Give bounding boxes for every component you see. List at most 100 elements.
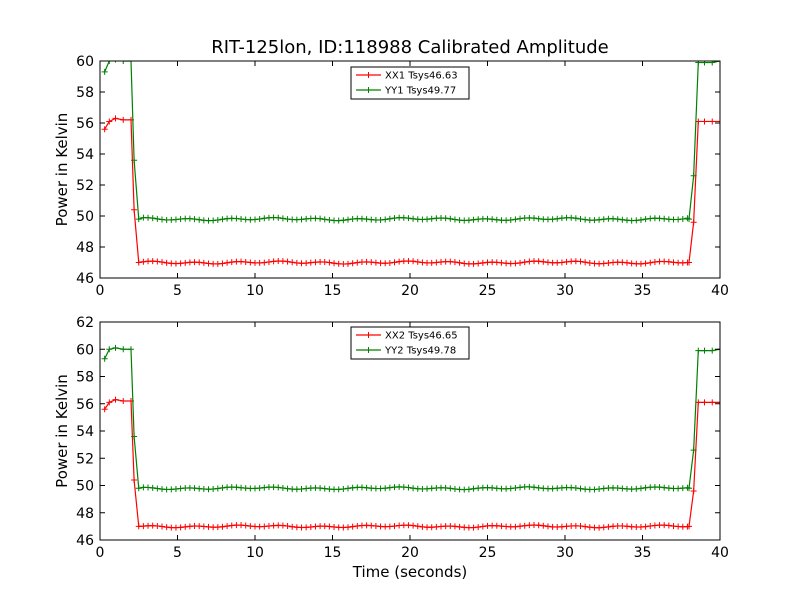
data-point	[275, 214, 282, 221]
x-tick-label: 20	[401, 283, 419, 299]
x-tick-label: 30	[556, 545, 574, 561]
data-point	[405, 484, 412, 491]
data-point	[405, 215, 412, 222]
data-point	[112, 115, 119, 122]
data-point	[582, 523, 589, 530]
data-point	[447, 215, 454, 222]
data-point	[135, 216, 142, 223]
data-point	[177, 524, 184, 531]
data-point	[410, 485, 417, 492]
data-point	[690, 447, 697, 454]
data-point	[451, 523, 458, 530]
data-point	[701, 399, 708, 406]
data-point	[172, 216, 179, 223]
data-point	[637, 485, 644, 492]
y-tick-label: 50	[76, 209, 94, 225]
data-point	[289, 259, 296, 266]
data-point	[128, 346, 134, 353]
data-point	[679, 215, 686, 222]
y-tick-label: 54	[76, 424, 94, 440]
data-point	[717, 399, 720, 406]
y-tick-label: 54	[76, 147, 94, 163]
data-point	[554, 215, 561, 222]
data-point	[642, 216, 649, 223]
data-point	[196, 259, 203, 266]
data-point	[382, 216, 389, 223]
data-point	[451, 216, 458, 223]
data-point	[442, 215, 449, 222]
bottom-panel: 0 5 10 15 20 25 30 35 40 46 48 50 52 54 56 58 60 62 Power …	[53, 315, 729, 561]
data-point	[396, 258, 403, 265]
data-point	[577, 215, 584, 222]
y-tick-label: 52	[76, 451, 94, 467]
data-point	[690, 219, 697, 226]
y-tick-label: 50	[76, 479, 94, 495]
data-point	[261, 215, 268, 222]
x-tick-label: 0	[96, 283, 105, 299]
data-point	[261, 259, 268, 266]
y-axis-label: Power in Kelvin	[53, 374, 71, 488]
data-point	[112, 344, 119, 351]
data-point	[709, 399, 716, 406]
data-point	[695, 61, 702, 66]
data-point	[647, 259, 654, 266]
data-point	[637, 216, 644, 223]
y-tick-label: 48	[76, 506, 94, 522]
top-panel: 0 5 10 15 20 25 30 35 40 46 48 50 52 54 56 58 60 Power in…	[53, 54, 729, 299]
data-point	[340, 485, 347, 492]
data-point	[279, 485, 286, 492]
data-point	[665, 258, 672, 265]
data-point	[321, 485, 328, 492]
data-point	[456, 523, 463, 530]
data-point	[386, 259, 393, 266]
data-point	[349, 260, 356, 267]
data-point	[101, 406, 108, 413]
data-point	[265, 258, 272, 265]
data-point	[191, 216, 198, 223]
legend-box	[350, 326, 470, 360]
data-point	[686, 216, 692, 223]
data-point	[465, 486, 472, 493]
data-point	[690, 172, 697, 179]
legend-marker	[365, 332, 372, 338]
data-point	[540, 522, 547, 529]
data-point	[252, 216, 258, 223]
data-point	[642, 260, 649, 267]
data-point	[256, 216, 263, 223]
data-point	[345, 524, 351, 531]
y-tick-label: 56	[76, 397, 94, 413]
data-point	[224, 523, 231, 530]
data-point	[284, 258, 291, 265]
y-tick-label: 46	[76, 271, 94, 287]
data-point	[120, 346, 127, 353]
data-point	[210, 486, 217, 493]
data-point	[572, 215, 579, 222]
data-point	[120, 116, 127, 123]
data-point	[224, 259, 231, 266]
data-point	[331, 260, 338, 267]
data-point	[596, 216, 603, 223]
data-point	[414, 523, 421, 530]
data-point	[517, 215, 524, 222]
data-point	[470, 216, 477, 223]
series-layer	[101, 61, 720, 268]
data-point	[386, 484, 393, 491]
data-point	[128, 61, 134, 64]
data-point	[345, 485, 351, 492]
data-point	[386, 215, 393, 222]
data-point	[410, 215, 417, 222]
data-point	[701, 347, 708, 354]
y-tick-label: 48	[76, 240, 94, 256]
data-point	[214, 485, 221, 492]
data-point	[558, 259, 565, 266]
data-point	[154, 522, 161, 529]
data-point	[577, 258, 584, 265]
data-point	[605, 523, 612, 530]
data-point	[101, 355, 108, 362]
data-point	[701, 118, 708, 125]
data-point	[633, 485, 640, 492]
legend: XX1 Tsys46.63 YY1 Tsys49.77	[350, 66, 470, 100]
data-point	[479, 523, 486, 530]
x-tick-label: 30	[556, 283, 574, 299]
data-point	[149, 484, 156, 491]
